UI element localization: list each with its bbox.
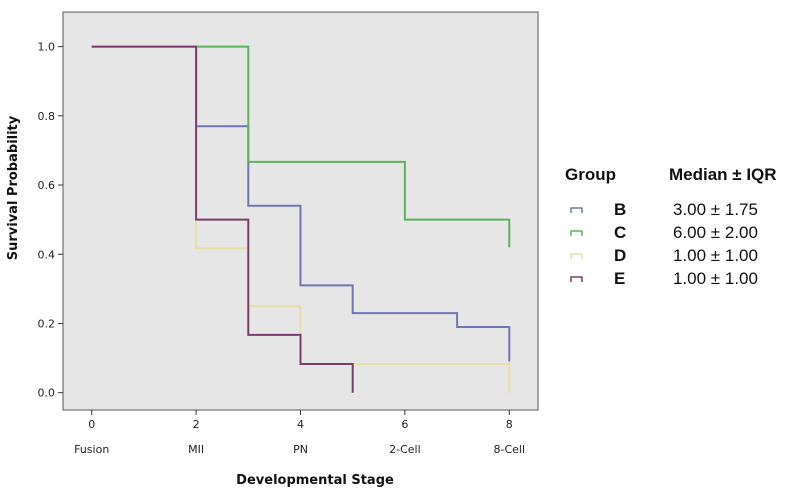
legend-stat-value: 1.00 ± 1.00 xyxy=(673,246,758,265)
legend-swatch xyxy=(570,207,583,213)
legend-stat-value: 6.00 ± 2.00 xyxy=(673,223,758,242)
legend-group-label: D xyxy=(614,246,626,265)
x-tick-label: 8 xyxy=(506,418,513,431)
x-category-label: MII xyxy=(188,443,204,456)
axes: 0.0 0.2 0.4 0.6 0.8 1.0 0 2 4 6 8 Fusion MII PN 2-Cell… xyxy=(38,41,526,456)
y-tick-label: 0.2 xyxy=(38,317,56,330)
y-tick-label: 0.6 xyxy=(38,179,56,192)
x-tick-label: 2 xyxy=(193,418,200,431)
x-category-label: Fusion xyxy=(74,443,109,456)
legend-item-e: E 1.00 ± 1.00 xyxy=(570,269,758,288)
y-axis-title: Survival Probability xyxy=(6,115,21,260)
legend-swatch xyxy=(570,276,583,282)
series-lines xyxy=(91,45,511,393)
legend-stat-value: 1.00 ± 1.00 xyxy=(673,269,758,288)
legend-group-label: E xyxy=(614,269,625,288)
y-tick-label: 0.0 xyxy=(38,387,56,400)
x-axis-title: Developmental Stage xyxy=(236,473,394,488)
legend-group-header: Group xyxy=(565,165,616,184)
legend-group-label: B xyxy=(614,200,626,219)
legend-stat-value: 3.00 ± 1.75 xyxy=(673,200,758,219)
y-tick-label: 0.4 xyxy=(38,248,56,261)
series-line-c xyxy=(91,45,511,248)
x-tick-label: 4 xyxy=(297,418,304,431)
x-tick-label: 0 xyxy=(88,418,95,431)
legend-stat-header: Median ± IQR xyxy=(669,165,777,184)
legend-swatch xyxy=(570,253,583,259)
series-line-e xyxy=(91,45,354,393)
legend-item-d: D 1.00 ± 1.00 xyxy=(570,246,758,265)
y-tick-label: 1.0 xyxy=(38,41,56,54)
legend-swatch xyxy=(570,230,583,236)
x-category-label: 2-Cell xyxy=(389,443,421,456)
x-tick-label: 6 xyxy=(401,418,408,431)
x-category-label: 8-Cell xyxy=(494,443,526,456)
legend-item-b: B 3.00 ± 1.75 xyxy=(570,200,758,219)
legend: Group Median ± IQR B 3.00 ± 1.75 C 6.00 ± 2… xyxy=(565,165,777,288)
legend-item-c: C 6.00 ± 2.00 xyxy=(570,223,758,242)
y-tick-label: 0.8 xyxy=(38,110,56,123)
x-category-label: PN xyxy=(293,443,308,456)
legend-group-label: C xyxy=(614,223,626,242)
